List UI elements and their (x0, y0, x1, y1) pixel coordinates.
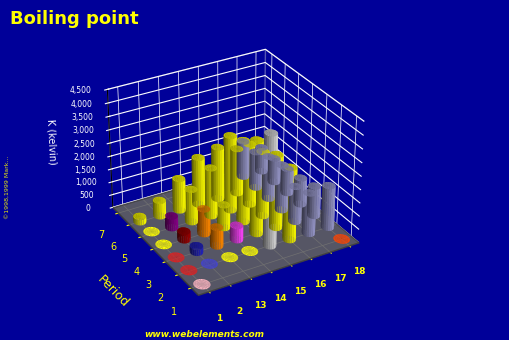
Text: www.webelements.com: www.webelements.com (144, 329, 264, 339)
Text: ©1998,1999 Mark...: ©1998,1999 Mark... (5, 155, 10, 219)
Text: Boiling point: Boiling point (10, 10, 138, 28)
Y-axis label: Period: Period (95, 273, 131, 310)
